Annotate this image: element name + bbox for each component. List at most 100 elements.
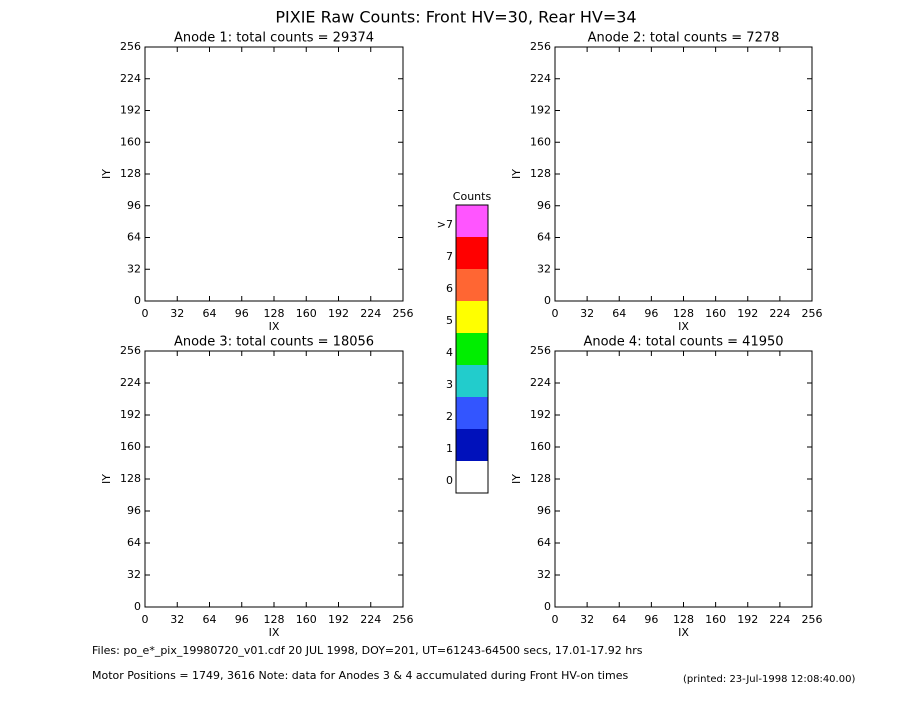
x-tick-label: 192 [737,307,758,320]
y-tick-label: 192 [120,408,141,421]
colorbar-swatch [456,333,488,365]
colorbar-swatch [456,365,488,397]
y-tick-label: 32 [537,568,551,581]
y-tick-label: 96 [127,199,141,212]
y-tick-label: 0 [134,294,141,307]
y-axis-label: IY [510,169,523,179]
y-tick-label: 64 [127,231,141,244]
x-tick-label: 224 [769,613,790,626]
x-tick-label: 224 [769,307,790,320]
panel-title: Anode 1: total counts = 29374 [174,31,374,46]
colorbar-label: 3 [446,378,453,391]
panel-title: Anode 4: total counts = 41950 [583,335,783,350]
footer-files: Files: po_e*_pix_19980720_v01.cdf 20 JUL… [92,644,643,657]
y-tick-label: 0 [544,600,551,613]
y-tick-label: 256 [120,40,141,53]
x-tick-label: 224 [360,307,381,320]
x-axis-label: IX [678,626,689,639]
colorbar-label: 1 [446,442,453,455]
x-tick-label: 192 [737,613,758,626]
colorbar-swatch [456,429,488,461]
x-tick-label: 0 [142,307,149,320]
colorbar-swatch [456,301,488,333]
y-axis-label: IY [100,169,113,179]
y-tick-label: 96 [127,504,141,517]
colorbar-title: Counts [453,190,492,203]
y-tick-label: 128 [120,167,141,180]
y-axis-label: IY [100,474,113,484]
x-tick-label: 160 [296,613,317,626]
y-tick-label: 224 [530,72,551,85]
colorbar-swatch [456,397,488,429]
y-tick-label: 256 [530,40,551,53]
x-tick-label: 96 [644,307,658,320]
x-tick-label: 0 [552,613,559,626]
y-tick-label: 96 [537,199,551,212]
y-tick-label: 128 [530,472,551,485]
colorbar-label: >7 [437,218,453,231]
y-tick-label: 256 [530,344,551,357]
x-tick-label: 128 [264,613,285,626]
x-tick-label: 96 [235,307,249,320]
y-tick-label: 128 [120,472,141,485]
y-tick-label: 160 [530,135,551,148]
y-tick-label: 128 [530,167,551,180]
y-tick-label: 64 [537,536,551,549]
x-tick-label: 64 [203,613,217,626]
colorbar-label: 4 [446,346,453,359]
colorbar-swatch [456,269,488,301]
x-tick-label: 128 [264,307,285,320]
y-tick-label: 64 [537,231,551,244]
panel-title: Anode 2: total counts = 7278 [588,31,780,46]
y-tick-label: 192 [120,104,141,117]
x-tick-label: 32 [580,307,594,320]
x-tick-label: 192 [328,613,349,626]
y-tick-label: 32 [537,262,551,275]
page-title: PIXIE Raw Counts: Front HV=30, Rear HV=3… [275,8,636,27]
colorbar-frame [455,204,489,494]
x-tick-label: 32 [170,613,184,626]
x-tick-label: 0 [142,613,149,626]
y-tick-label: 224 [120,72,141,85]
plot-frame [554,46,813,302]
x-tick-label: 128 [673,613,694,626]
colorbar-label: 0 [446,474,453,487]
x-axis-label: IX [269,626,280,639]
y-tick-label: 32 [127,568,141,581]
y-tick-label: 0 [544,294,551,307]
y-tick-label: 192 [530,408,551,421]
x-tick-label: 224 [360,613,381,626]
y-tick-label: 160 [120,135,141,148]
x-axis-label: IX [269,320,280,333]
y-tick-label: 256 [120,344,141,357]
x-tick-label: 96 [644,613,658,626]
x-tick-label: 160 [296,307,317,320]
y-tick-label: 224 [120,376,141,389]
footer-motor: Motor Positions = 1749, 3616 Note: data … [92,669,628,682]
plot-frame [554,350,813,608]
y-tick-label: 192 [530,104,551,117]
colorbar-label: 5 [446,314,453,327]
x-tick-label: 64 [612,613,626,626]
y-tick-label: 32 [127,262,141,275]
colorbar-label: 2 [446,410,453,423]
y-tick-label: 224 [530,376,551,389]
plot-frame [144,350,404,608]
colorbar-swatch [456,237,488,269]
x-tick-label: 256 [802,613,823,626]
x-tick-label: 256 [393,307,414,320]
x-axis-label: IX [678,320,689,333]
plot-frame [144,46,404,302]
y-tick-label: 0 [134,600,141,613]
y-tick-label: 96 [537,504,551,517]
y-tick-label: 64 [127,536,141,549]
x-tick-label: 96 [235,613,249,626]
y-tick-label: 160 [120,440,141,453]
colorbar-swatch [456,461,488,493]
x-tick-label: 160 [705,307,726,320]
colorbar-swatch [456,205,488,237]
x-tick-label: 32 [170,307,184,320]
x-tick-label: 64 [203,307,217,320]
colorbar-label: 6 [446,282,453,295]
